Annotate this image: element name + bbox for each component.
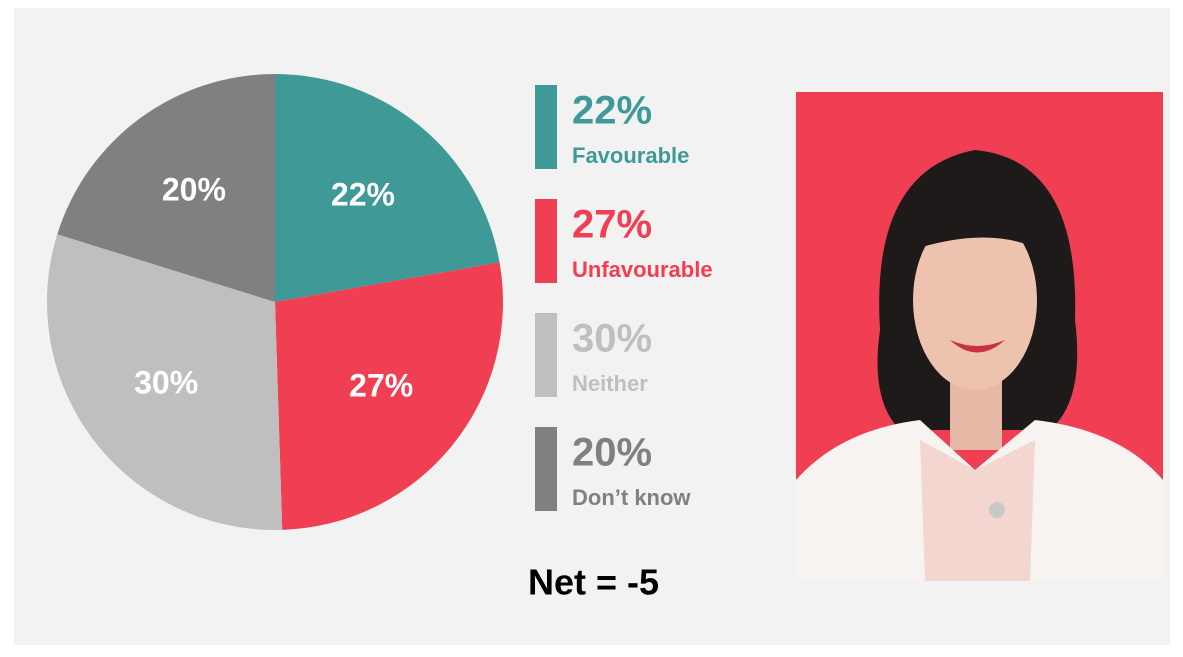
net-annotation: Net = -5 (528, 562, 659, 603)
data-label: 30% (134, 364, 198, 400)
legend-label: Neither (572, 371, 648, 396)
data-label: 27% (349, 368, 413, 404)
photo (796, 92, 1163, 581)
legend-swatch (535, 85, 557, 169)
legend-label: Don’t know (572, 485, 691, 510)
legend-swatch (535, 313, 557, 397)
data-label: 22% (331, 177, 395, 213)
pie-slice (275, 262, 503, 530)
pie-slice (57, 74, 275, 302)
pie-slice (275, 74, 500, 302)
legend-value: 30% (572, 317, 652, 361)
legend-swatch (535, 199, 557, 283)
legend-value: 27% (572, 203, 652, 247)
legend-label: Unfavourable (572, 257, 713, 282)
legend-label: Favourable (572, 143, 689, 168)
data-label: 20% (162, 171, 226, 207)
legend-value: 22% (572, 89, 652, 133)
legend-value: 20% (572, 431, 652, 475)
legend-swatch (535, 427, 557, 511)
pie-slice (47, 234, 283, 530)
